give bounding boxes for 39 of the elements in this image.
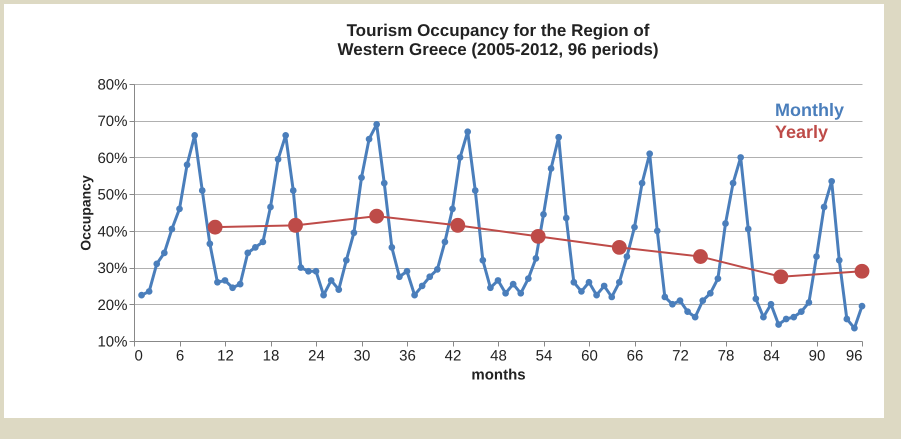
- x-tick-label: 78: [718, 348, 734, 364]
- point: [530, 228, 546, 244]
- x-tick-label: 24: [308, 348, 325, 364]
- text: Yearly: [775, 122, 828, 142]
- point: [693, 249, 708, 264]
- point: [369, 208, 384, 224]
- point: [773, 269, 788, 284]
- x-tick-label: 48: [490, 348, 507, 364]
- y-tick-label: 30%: [97, 260, 128, 278]
- x-tick-label: 36: [399, 348, 416, 364]
- point: [288, 218, 303, 233]
- x-tick-label: 90: [808, 348, 826, 364]
- x-tick-label: 6: [176, 348, 184, 364]
- y-tick-label: 50%: [97, 186, 128, 204]
- y-tick-label: 60%: [97, 150, 128, 167]
- x-tick-label: 66: [626, 348, 644, 364]
- x-tick-label: 96: [846, 348, 862, 364]
- x-axis-title: months: [471, 366, 526, 384]
- x-tick-label: 12: [217, 348, 234, 364]
- y-tick-label: 20%: [97, 296, 128, 314]
- chart-title: Tourism Occupancy for the Region of Western Greece (2005-2012, 96 periods): [338, 21, 658, 59]
- y-tick-label: 40%: [97, 223, 128, 240]
- point: [612, 240, 627, 255]
- text: Monthly: [775, 100, 844, 120]
- x-tick-label: 72: [672, 348, 689, 364]
- y-tick-label: 10%: [97, 334, 128, 350]
- x-tick-label: 18: [262, 348, 280, 364]
- x-tick-label: 0: [134, 348, 143, 364]
- point: [208, 220, 223, 235]
- x-tick-label: 60: [581, 348, 598, 364]
- x-tick-label: 54: [536, 348, 552, 364]
- y-tick-label: 70%: [97, 113, 128, 130]
- point: [450, 218, 466, 233]
- point: [854, 264, 870, 279]
- x-tick-label: 30: [354, 348, 370, 364]
- x-tick-label: 42: [444, 348, 462, 364]
- x-tick-label: 84: [763, 348, 780, 364]
- y-tick-label: 80%: [97, 76, 128, 94]
- y-axis-title: Occupancy: [77, 175, 94, 251]
